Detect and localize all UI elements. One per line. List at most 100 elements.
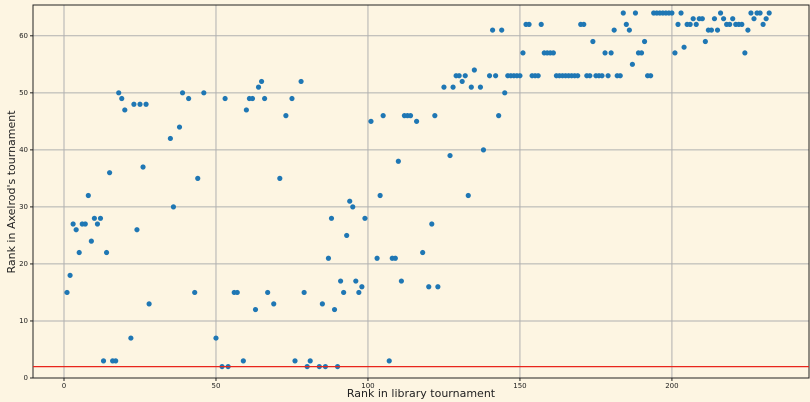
- point: [328, 215, 335, 221]
- point: [277, 175, 283, 181]
- point: [608, 50, 614, 56]
- point: [131, 101, 137, 107]
- point: [380, 113, 386, 119]
- point: [447, 152, 453, 159]
- point: [502, 90, 508, 96]
- point: [702, 38, 708, 45]
- point: [760, 21, 766, 27]
- point: [67, 272, 73, 278]
- point: [344, 232, 350, 239]
- point: [517, 73, 523, 79]
- point: [632, 10, 639, 16]
- x-tick-label: 50: [212, 382, 221, 390]
- point: [119, 95, 125, 102]
- point: [605, 73, 611, 79]
- point: [353, 278, 359, 284]
- point: [587, 73, 593, 79]
- point: [486, 73, 493, 79]
- point: [243, 107, 249, 113]
- point: [493, 73, 499, 79]
- point: [681, 44, 687, 50]
- point: [538, 21, 544, 27]
- point: [307, 358, 313, 364]
- point: [648, 73, 654, 79]
- point: [103, 249, 110, 256]
- point: [176, 124, 183, 130]
- point: [720, 16, 727, 22]
- point: [617, 73, 623, 79]
- point: [100, 358, 107, 364]
- point: [377, 192, 383, 199]
- x-tick-label: 200: [665, 382, 678, 390]
- point: [489, 27, 496, 33]
- point: [763, 16, 769, 22]
- point: [186, 95, 192, 102]
- point: [727, 21, 733, 27]
- point: [122, 107, 128, 113]
- point: [262, 95, 268, 102]
- point: [471, 67, 477, 73]
- point: [717, 10, 724, 16]
- point: [192, 289, 198, 296]
- point: [496, 113, 502, 119]
- point: [462, 73, 468, 79]
- point: [480, 147, 487, 153]
- point: [143, 101, 149, 107]
- point: [675, 21, 681, 27]
- point: [85, 192, 91, 199]
- y-tick-label: 30: [19, 203, 28, 211]
- x-tick-label: 0: [62, 382, 66, 390]
- y-tick-label: 0: [24, 374, 28, 382]
- point: [255, 84, 262, 90]
- point: [252, 306, 259, 313]
- x-tick-label: 100: [361, 382, 374, 390]
- point: [398, 278, 404, 284]
- point: [265, 289, 271, 296]
- point: [70, 221, 76, 227]
- point: [134, 227, 140, 233]
- point: [395, 158, 401, 164]
- point: [356, 289, 362, 296]
- point: [140, 164, 146, 170]
- point: [730, 16, 736, 22]
- point: [64, 289, 70, 296]
- point: [249, 95, 256, 102]
- point: [283, 113, 289, 119]
- plot-frame: [32, 4, 810, 379]
- point: [435, 284, 441, 290]
- point: [167, 135, 173, 142]
- x-tick-label: 150: [513, 382, 526, 390]
- point: [325, 255, 332, 261]
- point: [331, 306, 338, 313]
- point: [429, 221, 435, 227]
- plot-background: [33, 5, 809, 378]
- point: [413, 118, 420, 124]
- point: [407, 113, 414, 119]
- point: [240, 358, 246, 364]
- point: [113, 358, 119, 364]
- point: [350, 204, 356, 210]
- point: [465, 192, 471, 199]
- point: [374, 255, 380, 261]
- point: [690, 16, 696, 22]
- point: [739, 21, 745, 27]
- point: [550, 50, 556, 56]
- point: [179, 90, 186, 96]
- point: [234, 289, 240, 296]
- point: [222, 95, 228, 102]
- point: [757, 10, 763, 16]
- point: [590, 38, 596, 45]
- point: [420, 249, 426, 256]
- point: [201, 90, 207, 96]
- point: [137, 101, 143, 107]
- point: [699, 16, 705, 22]
- point: [477, 84, 484, 90]
- point: [116, 90, 122, 96]
- point: [623, 21, 629, 27]
- point: [88, 238, 94, 244]
- point: [146, 301, 152, 307]
- point: [575, 73, 581, 79]
- point: [195, 175, 201, 181]
